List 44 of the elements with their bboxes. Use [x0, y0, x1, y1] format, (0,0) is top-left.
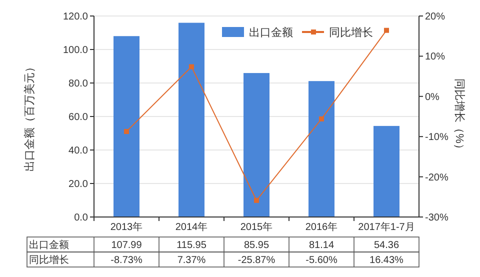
text: 同比增长 — [29, 255, 69, 266]
y2-tick-label: 20% — [425, 12, 446, 22]
legend-label: 同比增长 — [329, 26, 373, 39]
x-tick-label: 2016年 — [305, 221, 338, 233]
data-label: 7.37% — [177, 255, 206, 266]
data-label: -5.60% — [306, 255, 338, 266]
data-label: 54.36 — [374, 240, 400, 251]
bar — [308, 81, 334, 217]
point — [189, 64, 194, 70]
bar — [178, 22, 204, 217]
y-tick-label: 40.0 — [68, 146, 88, 156]
data-label: 107.99 — [111, 240, 142, 251]
x-tick-label: 2014年 — [175, 221, 208, 233]
data-label: -8.73% — [110, 255, 142, 266]
y2-tick-label: 0% — [425, 92, 440, 103]
data-label: 115.95 — [176, 240, 207, 251]
x-tick-label: 2015年 — [240, 221, 273, 233]
data-label: -25.87% — [238, 255, 276, 266]
x-tick-label: 2013年 — [110, 221, 143, 233]
y-axis-title: 出口金额（百万美元） — [23, 62, 36, 172]
y-tick-label: 120.0 — [62, 12, 88, 22]
y-tick-label: 60.0 — [68, 112, 88, 123]
text: 出口金额 — [29, 240, 69, 251]
point — [124, 128, 129, 134]
bar — [244, 73, 270, 217]
y2-tick-label: -30% — [425, 212, 448, 224]
y2-tick-label: -20% — [425, 172, 448, 184]
bar — [374, 126, 400, 217]
legend-label: 出口金额 — [249, 26, 293, 39]
y-tick-label: 20.0 — [68, 179, 88, 190]
y2-tick-label: -10% — [425, 132, 448, 144]
data-label: 85.95 — [244, 240, 270, 251]
bar — [114, 36, 140, 217]
point — [384, 28, 389, 33]
y2-axis-title: 同比增长（%） — [453, 78, 466, 154]
x-tick-label: 2017年1-7月 — [358, 221, 415, 233]
point — [319, 116, 324, 122]
y-tick-label: 80.0 — [68, 78, 88, 90]
point — [254, 198, 259, 203]
y-tick-label: 100.0 — [62, 45, 88, 56]
y-tick-label: 0.0 — [74, 212, 88, 224]
data-label: 16.43% — [370, 255, 404, 266]
data-label: 81.14 — [308, 240, 334, 251]
y2-tick-label: 10% — [425, 52, 446, 63]
